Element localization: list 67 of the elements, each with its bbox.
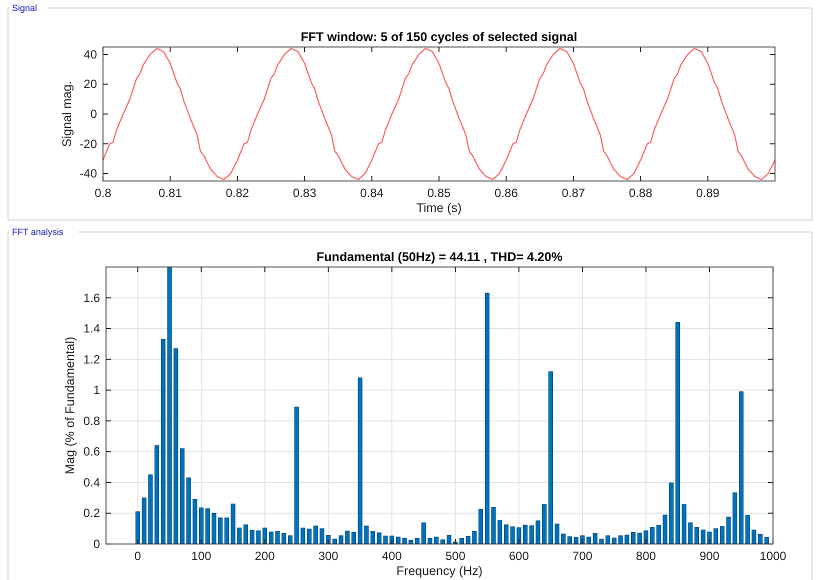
y-axis-title: Signal mag. [60, 80, 74, 148]
bar [459, 538, 464, 544]
bar [396, 536, 400, 544]
bar [135, 511, 140, 544]
text: Signal [12, 3, 38, 13]
x-tick-label: 0 [134, 549, 142, 563]
x-tick-label: 0.87 [562, 186, 586, 200]
line-series [103, 48, 775, 180]
y-tick-label: 20 [84, 77, 98, 92]
y-tick-label: -40 [80, 166, 98, 181]
bar [370, 531, 376, 544]
x-tick-label: 0.83 [292, 186, 317, 200]
bar [675, 322, 680, 544]
x-tick-label: 100 [191, 549, 212, 563]
bar [586, 536, 592, 544]
x-tick-label: 400 [382, 549, 402, 563]
y-tick-label: 0.2 [83, 506, 100, 520]
x-tick-label: 200 [254, 549, 276, 563]
x-tick-label: 0.82 [226, 186, 250, 200]
x-tick-label: 700 [572, 549, 593, 563]
x-tick-label: 0.88 [628, 186, 653, 200]
bar [650, 527, 655, 544]
x-tick-label: 1000 [760, 549, 787, 563]
x-tick-label: 900 [699, 549, 720, 563]
x-axis-title: Time (s) [416, 201, 462, 215]
bar [630, 532, 636, 544]
x-axis-title: Frequency (Hz) [396, 564, 483, 578]
text: FFT analysis [12, 227, 64, 237]
x-tick-label: 0.86 [494, 186, 518, 200]
bar [694, 527, 700, 544]
bar [758, 534, 763, 544]
bar [307, 528, 312, 544]
y-tick-label: 1.2 [83, 352, 100, 366]
bar [567, 536, 572, 544]
bar [180, 448, 184, 544]
y-tick-label: 1.4 [83, 322, 100, 336]
x-tick-label: 300 [318, 549, 339, 563]
chart-title: FFT window: 5 of 150 cycles of selected signal [300, 30, 578, 44]
x-tick-label: 0.85 [427, 186, 451, 200]
bar [351, 532, 356, 544]
y-tick-label: 0.6 [83, 444, 100, 459]
y-tick-label: 0.4 [83, 475, 100, 490]
y-tick-label: 1 [93, 383, 100, 398]
x-tick-label: 500 [445, 549, 466, 563]
y-tick-label: -20 [80, 136, 98, 151]
bar [414, 538, 420, 544]
y-tick-label: 0 [93, 537, 100, 551]
bar [764, 537, 769, 544]
y-axis-title: Mag (% of Fundamental) [63, 336, 77, 474]
y-tick-label: 40 [84, 47, 98, 62]
bar [504, 524, 508, 544]
x-tick-label: 0.89 [696, 186, 720, 200]
bar [243, 524, 248, 544]
bar [478, 509, 484, 544]
bar [288, 535, 292, 544]
x-tick-label: 800 [636, 549, 656, 563]
y-tick-label: 0 [90, 107, 98, 121]
bar [199, 508, 204, 544]
y-tick-label: 1.6 [83, 290, 100, 305]
y-tick-label: 0.8 [83, 414, 100, 428]
bar [738, 391, 744, 544]
x-tick-label: 0.84 [360, 186, 384, 200]
bar [224, 518, 229, 544]
x-tick-label: 600 [508, 549, 530, 563]
bar [522, 524, 528, 544]
chart-title: Fundamental (50Hz) = 44.11 , THD= 4.20% [316, 250, 562, 264]
x-tick-label: 0.81 [158, 186, 182, 200]
